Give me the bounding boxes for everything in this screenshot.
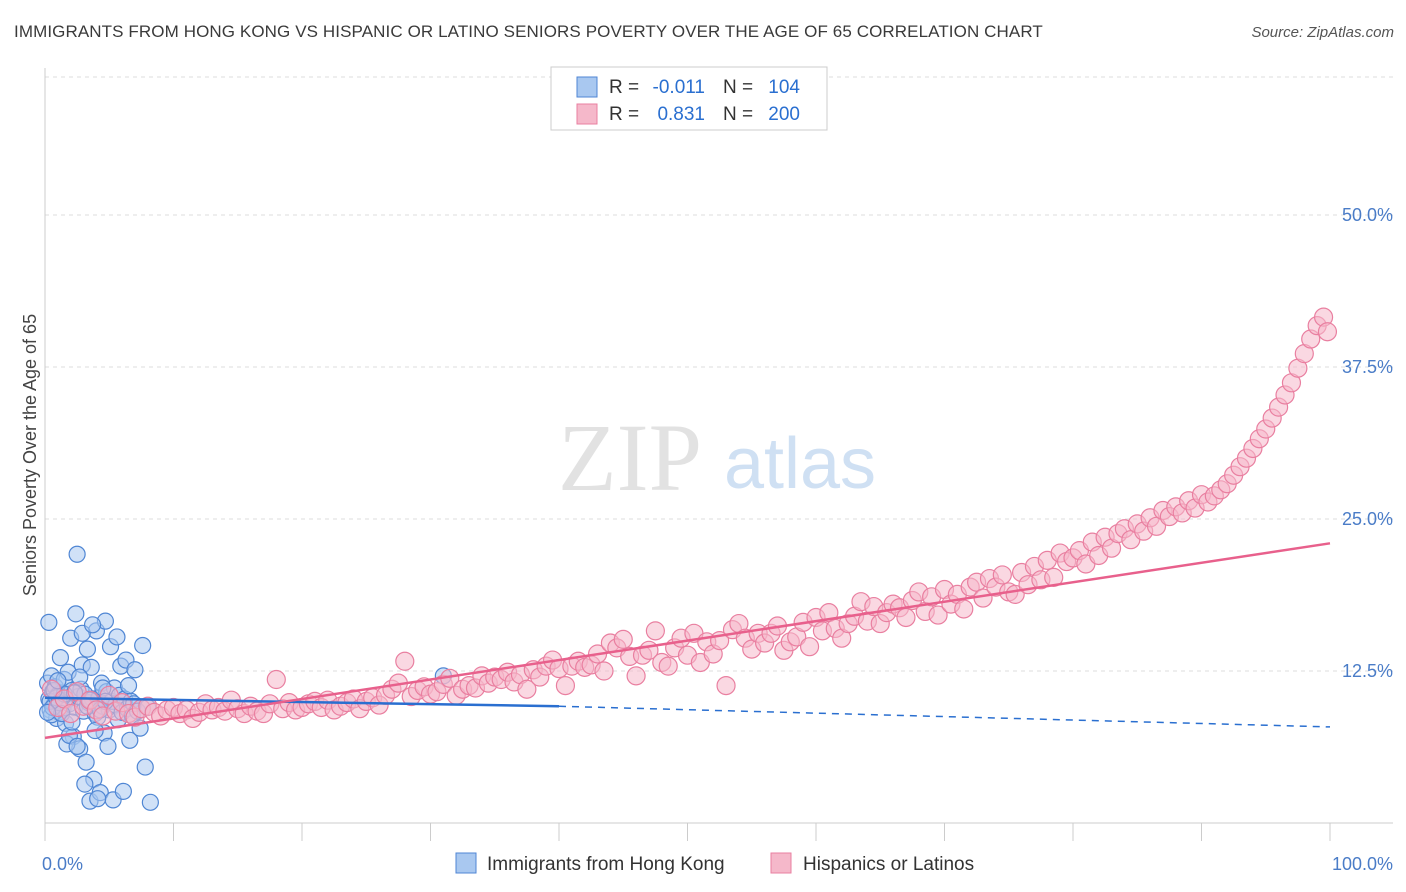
hispanic-point-105	[716, 675, 736, 696]
hongkong-point-91	[76, 775, 94, 793]
legend-n-label-1: N =	[723, 77, 753, 98]
hongkong-point-50	[99, 737, 117, 755]
hispanic-point-142	[954, 599, 974, 619]
bottom-legend-label-pink: Hispanics or Latinos	[803, 854, 974, 875]
hongkong-trend-solid	[44, 696, 560, 708]
source-label: Source: ZipAtlas.com	[1251, 24, 1394, 41]
hongkong-point-10	[40, 613, 58, 631]
hongkong-point-77	[141, 793, 159, 811]
hispanic-point-94	[645, 621, 665, 641]
legend-n-value-2: 200	[768, 104, 800, 125]
watermark-atlas: atlas	[724, 424, 876, 504]
series-legend: Immigrants from Hong Kong Hispanics or L…	[455, 852, 974, 875]
hispanic-point-80	[555, 675, 576, 696]
hispanic-point-199	[1317, 322, 1338, 342]
hongkong-point-33	[77, 753, 95, 771]
stats-legend: R = -0.011 N = 104 R = 0.831 N = 200	[550, 66, 828, 131]
axes	[44, 68, 1393, 841]
bottom-legend-swatch-pink	[770, 852, 792, 874]
legend-n-label-2: N =	[723, 104, 753, 125]
hispanic-point-89	[613, 629, 633, 649]
hongkong-point-94	[83, 616, 102, 634]
y-tick-label-0: 12.5%	[1342, 661, 1393, 681]
series-hong-kong-points	[38, 545, 452, 811]
legend-r-value-1: -0.011	[653, 77, 705, 98]
hongkong-point-67	[121, 731, 139, 749]
tick-labels: 12.5% 25.0% 37.5% 50.0% 0.0% 100.0%	[42, 205, 1393, 874]
hispanic-point-91	[626, 666, 646, 686]
hongkong-point-75	[136, 758, 154, 776]
watermark-zip: ZIP	[558, 404, 702, 511]
y-tick-label-2: 37.5%	[1342, 357, 1393, 377]
y-axis-label: Seniors Poverty Over the Age of 65	[20, 314, 40, 596]
x-tick-label-max: 100.0%	[1332, 854, 1393, 874]
chart-title: IMMIGRANTS FROM HONG KONG VS HISPANIC OR…	[14, 22, 1043, 41]
hongkong-point-37	[82, 658, 100, 676]
hongkong-point-57	[108, 628, 126, 646]
bottom-legend-label-blue: Immigrants from Hong Kong	[487, 854, 725, 875]
hongkong-point-71	[126, 661, 144, 679]
hispanic-point-138	[928, 605, 948, 625]
hispanic-point-55	[395, 651, 415, 671]
hongkong-point-13	[51, 649, 70, 667]
hongkong-point-74	[134, 636, 152, 655]
hongkong-point-88	[68, 737, 86, 755]
legend-swatch-pink	[576, 103, 598, 125]
trend-lines	[44, 542, 1331, 740]
x-tick-label-min: 0.0%	[42, 854, 83, 874]
hongkong-point-66	[119, 676, 138, 695]
legend-swatch-blue	[576, 76, 598, 98]
watermark: ZIP atlas	[558, 404, 876, 511]
hongkong-point-62	[114, 782, 132, 800]
grid-lines	[45, 76, 1393, 672]
hongkong-point-34	[78, 640, 97, 658]
hongkong-point-96	[89, 790, 107, 808]
hispanic-trend-line	[44, 542, 1331, 740]
hispanic-point-74	[517, 679, 537, 699]
legend-n-value-1: 104	[768, 77, 800, 98]
hispanic-point-86	[594, 661, 614, 681]
series-hispanic-points	[41, 307, 1338, 729]
y-tick-label-1: 25.0%	[1342, 509, 1393, 529]
bottom-legend-swatch-blue	[455, 852, 477, 874]
hongkong-point-25	[67, 605, 85, 623]
hispanic-point-118	[799, 637, 820, 657]
legend-r-label-1: R =	[609, 77, 639, 98]
hispanic-point-35	[266, 669, 286, 690]
hongkong-point-26	[68, 545, 86, 563]
hongkong-trend-dashed	[558, 705, 1331, 728]
legend-r-value-2: 0.831	[657, 104, 705, 125]
legend-r-label-2: R =	[609, 104, 639, 125]
hispanic-point-148	[992, 565, 1012, 585]
hispanic-point-133	[896, 607, 916, 628]
hispanic-point-96	[658, 656, 678, 676]
y-tick-label-3: 50.0%	[1342, 205, 1393, 225]
